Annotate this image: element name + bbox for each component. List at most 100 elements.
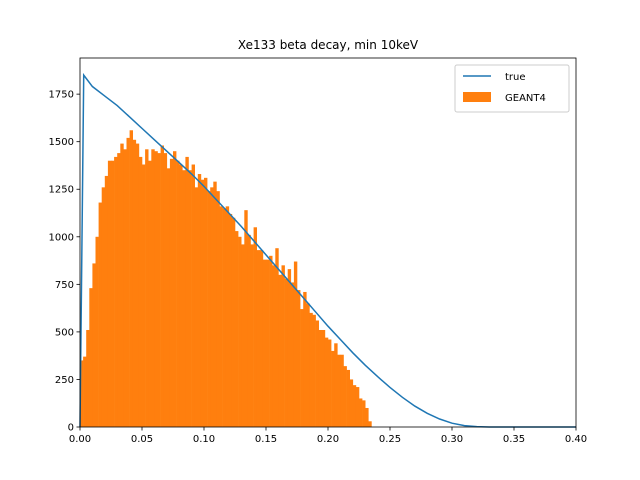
histogram-bar — [157, 153, 161, 427]
histogram-bar — [204, 177, 208, 427]
histogram-bar — [111, 160, 115, 427]
histogram-bar — [266, 259, 270, 427]
histogram-bar — [281, 265, 285, 427]
histogram-bar — [235, 231, 239, 427]
y-axis: 0 250 500 750 1000 1250 1500 1750 — [49, 90, 80, 434]
histogram-bar — [166, 168, 171, 427]
histogram-bar — [238, 236, 242, 427]
histogram-bar — [359, 398, 363, 427]
histogram-bar — [154, 151, 158, 427]
histogram-bar — [290, 282, 295, 427]
histogram-bar — [328, 339, 332, 427]
y-tick-label: 750 — [55, 280, 74, 291]
histogram-bar — [365, 407, 369, 427]
histogram-bar — [368, 421, 372, 427]
x-tick-label: 0.35 — [503, 434, 525, 445]
histogram-bar — [191, 164, 195, 428]
histogram-bar — [303, 291, 307, 427]
histogram-bar — [151, 149, 155, 428]
y-tick-label: 1750 — [49, 90, 74, 101]
histogram-bar — [83, 356, 87, 427]
histogram-bar — [142, 164, 146, 428]
histogram-bar — [101, 187, 106, 427]
histogram-bar — [250, 244, 254, 427]
histogram-bar — [114, 156, 118, 427]
histogram-bar — [272, 265, 276, 427]
histogram-bar — [207, 191, 211, 427]
histogram-bar — [138, 156, 143, 427]
histogram-bar — [253, 227, 257, 427]
histogram-bar — [169, 158, 174, 428]
histogram-bar — [210, 187, 214, 427]
histogram-bar — [225, 206, 230, 427]
histogram-bar — [213, 181, 217, 427]
histogram-bar — [256, 250, 261, 427]
histogram-bar — [269, 255, 273, 427]
histogram-bar — [334, 343, 338, 427]
x-tick-label: 0.20 — [317, 434, 339, 445]
histogram-bar — [89, 288, 93, 427]
geant4-bars — [80, 130, 372, 428]
histogram-bar — [80, 360, 84, 427]
histogram-bar — [200, 179, 205, 427]
histogram-bar — [231, 217, 236, 427]
histogram-bar — [306, 303, 310, 427]
histogram-bar — [300, 309, 304, 427]
y-tick-label: 1500 — [49, 137, 74, 148]
legend: true GEANT4 — [454, 64, 570, 113]
histogram-bar — [107, 160, 112, 427]
legend-label-true: true — [505, 72, 526, 83]
histogram-bar — [355, 387, 360, 427]
histogram-bar — [188, 170, 192, 427]
legend-label-geant4: GEANT4 — [505, 93, 546, 104]
histogram-bar — [160, 145, 164, 427]
histogram-bar — [318, 329, 323, 427]
chart-title: Xe133 beta decay, min 10keV — [238, 38, 419, 52]
y-tick-label: 500 — [55, 327, 74, 338]
histogram-bar — [219, 206, 223, 427]
histogram-bar — [95, 236, 99, 427]
histogram-bar — [362, 400, 366, 427]
true-line-layer — [79, 72, 576, 428]
histogram-bar — [163, 153, 168, 427]
histogram-bar — [297, 290, 301, 427]
histogram-bar — [343, 366, 347, 427]
histogram-bar — [312, 314, 316, 427]
true-line — [79, 72, 576, 428]
histogram-bar — [194, 187, 199, 427]
histogram-bar — [275, 248, 279, 427]
histogram-bar — [259, 250, 264, 427]
histogram-bar — [293, 261, 298, 427]
histogram-bar — [135, 143, 140, 428]
x-tick-label: 0.40 — [565, 434, 587, 445]
histogram-bar — [185, 156, 189, 427]
histogram-bar — [145, 149, 149, 428]
histogram-bar — [331, 350, 335, 427]
x-axis: 0.00 0.05 0.10 0.15 0.20 0.25 0.30 0.35 0.40 — [69, 427, 587, 445]
histogram-bar — [324, 337, 329, 427]
y-tick-label: 0 — [68, 423, 74, 434]
histogram-bar — [244, 210, 248, 427]
histogram-bar — [315, 320, 319, 427]
histogram-bar — [284, 278, 288, 427]
histogram-bar — [346, 369, 350, 427]
x-tick-label: 0.10 — [193, 434, 215, 445]
histogram-bar — [98, 202, 102, 427]
histogram-bar — [337, 354, 341, 427]
histogram-bar — [352, 385, 357, 427]
histogram-bar — [132, 139, 137, 427]
histogram-bar — [228, 213, 233, 427]
histogram-bar — [129, 130, 133, 427]
legend-swatch-geant4 — [463, 92, 491, 102]
histogram-bar — [120, 143, 124, 428]
x-tick-label: 0.05 — [131, 434, 153, 445]
x-tick-label: 0.25 — [379, 434, 401, 445]
histogram-bar — [123, 149, 127, 428]
histogram-bar — [216, 191, 220, 427]
histogram-bar — [117, 153, 121, 427]
histogram-bar — [104, 175, 109, 427]
histogram-bar — [262, 259, 267, 427]
y-tick-label: 250 — [55, 375, 74, 386]
histogram-bar — [182, 170, 186, 427]
